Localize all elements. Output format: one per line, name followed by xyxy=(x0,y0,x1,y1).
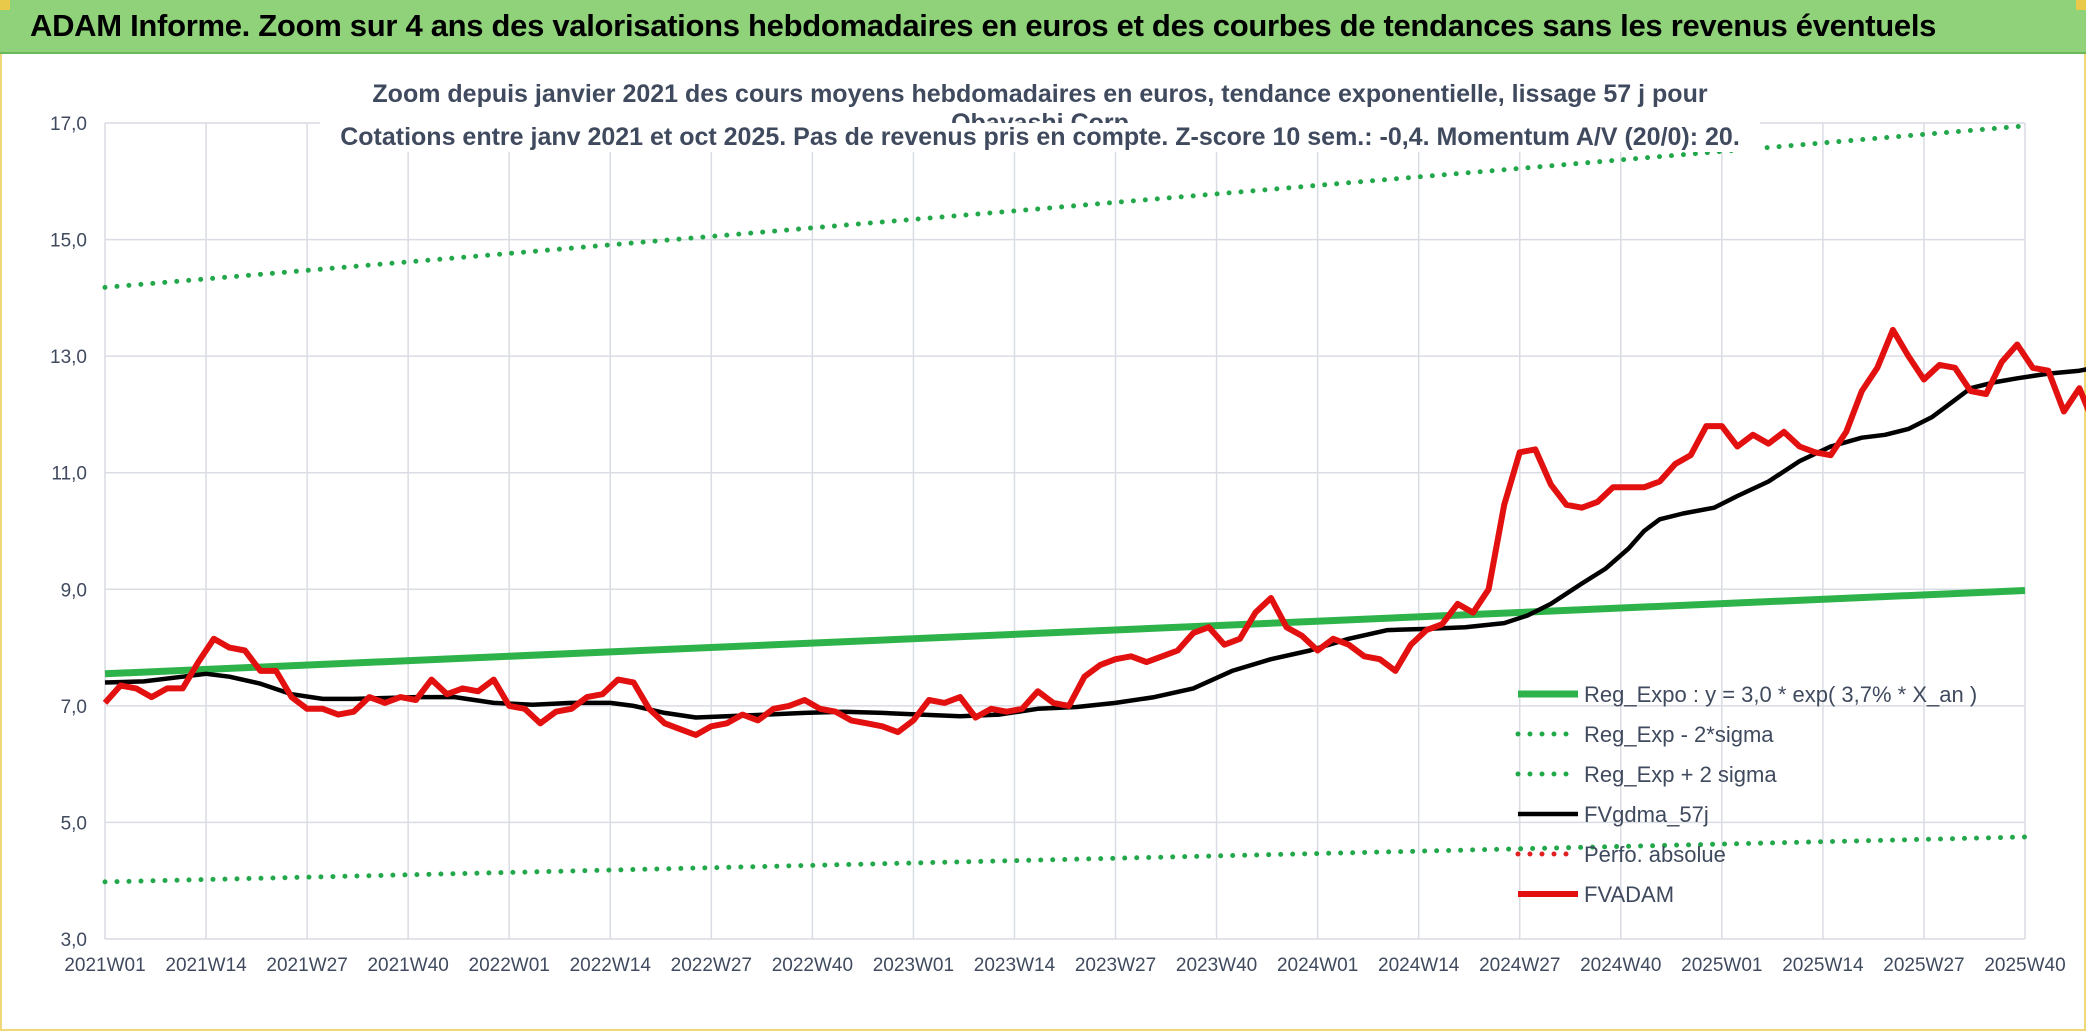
series-reg-exp-plus-2sigma xyxy=(102,123,2028,290)
x-tick-label: 2022W01 xyxy=(469,955,550,976)
x-tick-label: 2021W14 xyxy=(165,955,247,976)
x-tick-label: 2024W14 xyxy=(1378,955,1460,976)
y-tick-label: 17,0 xyxy=(50,114,87,135)
x-tick-label: 2022W14 xyxy=(570,955,652,976)
x-tick-label: 2025W01 xyxy=(1681,955,1762,976)
y-tick-label: 11,0 xyxy=(51,464,87,485)
report-banner: ADAM Informe. Zoom sur 4 ans des valoris… xyxy=(0,0,2086,54)
x-tick-label: 2022W27 xyxy=(671,955,752,976)
y-tick-label: 13,0 xyxy=(50,347,87,368)
series-fvadam xyxy=(102,326,2086,738)
y-tick-label: 5,0 xyxy=(61,813,87,834)
legend-item-reg-exp-plus-label: Reg_Exp + 2 sigma xyxy=(1584,762,1777,787)
chart-legend: Reg_Expo : y = 3,0 * exp( 3,7% * X_an ) R… xyxy=(1515,682,1977,907)
legend-item-perfo-label: Perfo. absolue xyxy=(1584,842,1726,867)
x-tick-label: 2021W01 xyxy=(64,955,145,976)
chart-grid xyxy=(104,122,2026,940)
report-banner-title: ADAM Informe. Zoom sur 4 ans des valoris… xyxy=(30,8,1937,43)
x-tick-label: 2024W40 xyxy=(1580,955,1661,976)
x-tick-label: 2025W14 xyxy=(1782,955,1864,976)
corner-mark-top-right xyxy=(2076,0,2086,10)
legend-item-fvadam-label: FVADAM xyxy=(1584,882,1674,907)
x-tick-label: 2024W01 xyxy=(1277,955,1358,976)
x-tick-label: 2025W27 xyxy=(1883,955,1964,976)
x-tick-label: 2021W40 xyxy=(367,955,448,976)
legend-item-fvgdma-label: FVgdma_57j xyxy=(1584,802,1709,827)
legend-item-reg-exp-minus-label: Reg_Exp - 2*sigma xyxy=(1584,722,1774,747)
y-tick-label: 9,0 xyxy=(61,580,87,601)
x-tick-label: 2024W27 xyxy=(1479,955,1560,976)
y-axis-ticks: 3,0 5,0 7,0 9,0 11,0 13,0 15,0 17,0 xyxy=(50,114,87,951)
x-tick-label: 2023W27 xyxy=(1075,955,1156,976)
legend-item-reg-expo-label: Reg_Expo : y = 3,0 * exp( 3,7% * X_an ) xyxy=(1584,682,1977,707)
chart-series xyxy=(102,123,2086,885)
y-tick-label: 15,0 xyxy=(50,231,87,252)
series-fvgdma-57j xyxy=(104,367,2086,720)
x-tick-label: 2022W40 xyxy=(772,955,853,976)
y-tick-label: 3,0 xyxy=(61,930,87,951)
series-reg-exp-minus-2sigma xyxy=(102,834,2028,885)
corner-mark-top-left xyxy=(0,0,10,10)
x-tick-label: 2023W14 xyxy=(974,955,1056,976)
x-tick-label: 2023W01 xyxy=(873,955,954,976)
x-axis-ticks: 2021W01 2021W14 2021W27 2021W40 2022W01 2022W… xyxy=(64,955,2065,976)
x-tick-label: 2021W27 xyxy=(266,955,347,976)
x-tick-label: 2023W40 xyxy=(1176,955,1257,976)
y-tick-label: 7,0 xyxy=(61,697,87,718)
series-reg-expo xyxy=(104,587,2026,678)
x-tick-label: 2025W40 xyxy=(1984,955,2065,976)
chart-subtitle: Cotations entre janv 2021 et oct 2025. P… xyxy=(320,123,1760,152)
